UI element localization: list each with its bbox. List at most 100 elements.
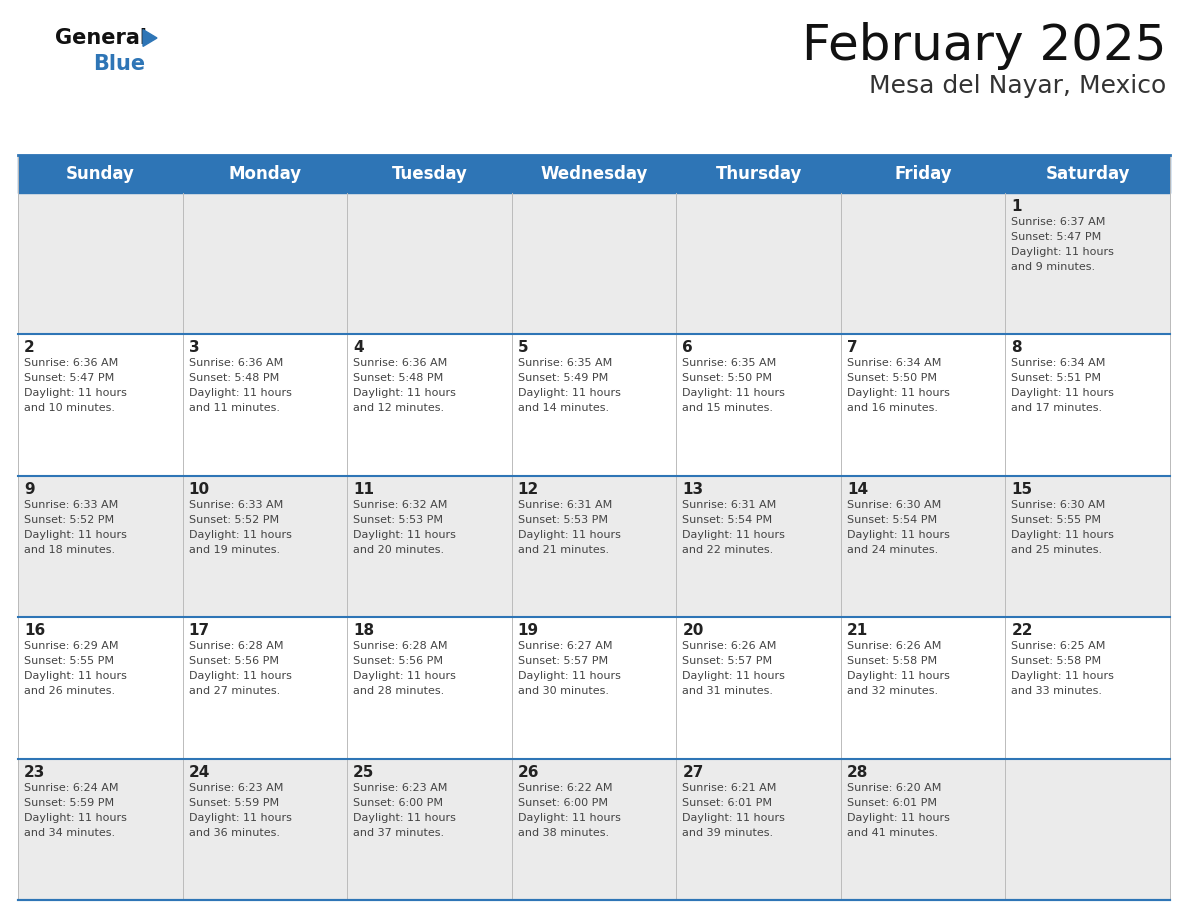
Text: Sunrise: 6:25 AM: Sunrise: 6:25 AM bbox=[1011, 641, 1106, 651]
Text: Sunset: 5:53 PM: Sunset: 5:53 PM bbox=[518, 515, 608, 525]
Text: Sunrise: 6:23 AM: Sunrise: 6:23 AM bbox=[353, 783, 448, 792]
Bar bbox=[512, 617, 676, 758]
Text: Daylight: 11 hours: Daylight: 11 hours bbox=[24, 388, 127, 398]
Text: Sunrise: 6:23 AM: Sunrise: 6:23 AM bbox=[189, 783, 283, 792]
Text: Sunset: 5:55 PM: Sunset: 5:55 PM bbox=[1011, 515, 1101, 525]
Text: Sunrise: 6:34 AM: Sunrise: 6:34 AM bbox=[847, 358, 941, 368]
Text: Sunset: 6:00 PM: Sunset: 6:00 PM bbox=[518, 798, 608, 808]
Text: Sunset: 5:49 PM: Sunset: 5:49 PM bbox=[518, 374, 608, 384]
Text: and 38 minutes.: and 38 minutes. bbox=[518, 828, 608, 837]
Text: Sunset: 5:58 PM: Sunset: 5:58 PM bbox=[847, 656, 937, 666]
Text: Sunrise: 6:34 AM: Sunrise: 6:34 AM bbox=[1011, 358, 1106, 368]
Text: Sunrise: 6:20 AM: Sunrise: 6:20 AM bbox=[847, 783, 941, 792]
Text: and 21 minutes.: and 21 minutes. bbox=[518, 544, 608, 554]
Text: 24: 24 bbox=[189, 765, 210, 779]
Text: and 26 minutes.: and 26 minutes. bbox=[24, 686, 115, 696]
Text: Sunrise: 6:22 AM: Sunrise: 6:22 AM bbox=[518, 783, 612, 792]
Text: and 12 minutes.: and 12 minutes. bbox=[353, 403, 444, 413]
Text: and 33 minutes.: and 33 minutes. bbox=[1011, 686, 1102, 696]
Text: 8: 8 bbox=[1011, 341, 1022, 355]
Text: and 11 minutes.: and 11 minutes. bbox=[189, 403, 279, 413]
Text: and 10 minutes.: and 10 minutes. bbox=[24, 403, 115, 413]
Text: Sunrise: 6:36 AM: Sunrise: 6:36 AM bbox=[353, 358, 448, 368]
Text: Daylight: 11 hours: Daylight: 11 hours bbox=[353, 530, 456, 540]
Text: Sunrise: 6:33 AM: Sunrise: 6:33 AM bbox=[24, 499, 119, 509]
Bar bbox=[347, 476, 512, 617]
Bar bbox=[676, 758, 841, 900]
Text: Sunset: 5:47 PM: Sunset: 5:47 PM bbox=[24, 374, 114, 384]
Text: Daylight: 11 hours: Daylight: 11 hours bbox=[682, 671, 785, 681]
Bar bbox=[1005, 334, 1170, 476]
Text: 2: 2 bbox=[24, 341, 34, 355]
Text: Sunset: 5:50 PM: Sunset: 5:50 PM bbox=[682, 374, 772, 384]
Text: and 9 minutes.: and 9 minutes. bbox=[1011, 262, 1095, 272]
Text: Mesa del Nayar, Mexico: Mesa del Nayar, Mexico bbox=[868, 74, 1165, 98]
Text: Daylight: 11 hours: Daylight: 11 hours bbox=[682, 530, 785, 540]
Text: Sunset: 5:54 PM: Sunset: 5:54 PM bbox=[847, 515, 937, 525]
Bar bbox=[512, 476, 676, 617]
Text: Sunset: 6:01 PM: Sunset: 6:01 PM bbox=[682, 798, 772, 808]
Text: Daylight: 11 hours: Daylight: 11 hours bbox=[518, 812, 620, 823]
Bar bbox=[347, 193, 512, 334]
Text: 14: 14 bbox=[847, 482, 868, 497]
Text: Daylight: 11 hours: Daylight: 11 hours bbox=[1011, 530, 1114, 540]
Text: Daylight: 11 hours: Daylight: 11 hours bbox=[24, 671, 127, 681]
Text: and 19 minutes.: and 19 minutes. bbox=[189, 544, 279, 554]
Bar bbox=[676, 334, 841, 476]
Text: Daylight: 11 hours: Daylight: 11 hours bbox=[189, 530, 291, 540]
Text: 21: 21 bbox=[847, 623, 868, 638]
Bar bbox=[676, 617, 841, 758]
Text: Daylight: 11 hours: Daylight: 11 hours bbox=[847, 530, 949, 540]
Text: Sunset: 5:56 PM: Sunset: 5:56 PM bbox=[353, 656, 443, 666]
Text: Sunset: 5:54 PM: Sunset: 5:54 PM bbox=[682, 515, 772, 525]
Text: Monday: Monday bbox=[228, 165, 302, 183]
Text: 7: 7 bbox=[847, 341, 858, 355]
Text: 4: 4 bbox=[353, 341, 364, 355]
Text: Daylight: 11 hours: Daylight: 11 hours bbox=[847, 671, 949, 681]
Text: Sunrise: 6:37 AM: Sunrise: 6:37 AM bbox=[1011, 217, 1106, 227]
Text: 5: 5 bbox=[518, 341, 529, 355]
Text: Daylight: 11 hours: Daylight: 11 hours bbox=[24, 530, 127, 540]
Text: Sunday: Sunday bbox=[65, 165, 134, 183]
Bar bbox=[1005, 758, 1170, 900]
Text: Friday: Friday bbox=[895, 165, 952, 183]
Text: 25: 25 bbox=[353, 765, 374, 779]
Bar bbox=[18, 617, 183, 758]
Text: Sunset: 6:01 PM: Sunset: 6:01 PM bbox=[847, 798, 937, 808]
Text: Daylight: 11 hours: Daylight: 11 hours bbox=[682, 388, 785, 398]
Text: and 30 minutes.: and 30 minutes. bbox=[518, 686, 608, 696]
Text: and 15 minutes.: and 15 minutes. bbox=[682, 403, 773, 413]
Text: 6: 6 bbox=[682, 341, 693, 355]
Bar bbox=[1005, 617, 1170, 758]
Text: and 34 minutes.: and 34 minutes. bbox=[24, 828, 115, 837]
Text: General: General bbox=[55, 28, 147, 48]
Text: Sunset: 6:00 PM: Sunset: 6:00 PM bbox=[353, 798, 443, 808]
Text: Sunrise: 6:28 AM: Sunrise: 6:28 AM bbox=[189, 641, 283, 651]
Text: and 37 minutes.: and 37 minutes. bbox=[353, 828, 444, 837]
Text: February 2025: February 2025 bbox=[802, 22, 1165, 70]
Text: Sunrise: 6:26 AM: Sunrise: 6:26 AM bbox=[847, 641, 941, 651]
Text: Sunrise: 6:31 AM: Sunrise: 6:31 AM bbox=[518, 499, 612, 509]
Bar bbox=[347, 617, 512, 758]
Text: Sunset: 5:50 PM: Sunset: 5:50 PM bbox=[847, 374, 937, 384]
Text: Daylight: 11 hours: Daylight: 11 hours bbox=[847, 812, 949, 823]
Text: Sunrise: 6:30 AM: Sunrise: 6:30 AM bbox=[1011, 499, 1106, 509]
Bar bbox=[347, 758, 512, 900]
Text: Sunset: 5:51 PM: Sunset: 5:51 PM bbox=[1011, 374, 1101, 384]
Bar bbox=[18, 476, 183, 617]
Text: Saturday: Saturday bbox=[1045, 165, 1130, 183]
Bar bbox=[183, 193, 347, 334]
Text: Sunrise: 6:35 AM: Sunrise: 6:35 AM bbox=[682, 358, 777, 368]
Bar bbox=[841, 476, 1005, 617]
Text: Sunset: 5:56 PM: Sunset: 5:56 PM bbox=[189, 656, 278, 666]
Text: Sunrise: 6:32 AM: Sunrise: 6:32 AM bbox=[353, 499, 448, 509]
Text: Thursday: Thursday bbox=[715, 165, 802, 183]
Text: 11: 11 bbox=[353, 482, 374, 497]
Text: Daylight: 11 hours: Daylight: 11 hours bbox=[1011, 388, 1114, 398]
Text: 17: 17 bbox=[189, 623, 210, 638]
Text: Daylight: 11 hours: Daylight: 11 hours bbox=[518, 530, 620, 540]
Text: and 14 minutes.: and 14 minutes. bbox=[518, 403, 608, 413]
Bar bbox=[183, 334, 347, 476]
Text: 26: 26 bbox=[518, 765, 539, 779]
Text: 10: 10 bbox=[189, 482, 210, 497]
